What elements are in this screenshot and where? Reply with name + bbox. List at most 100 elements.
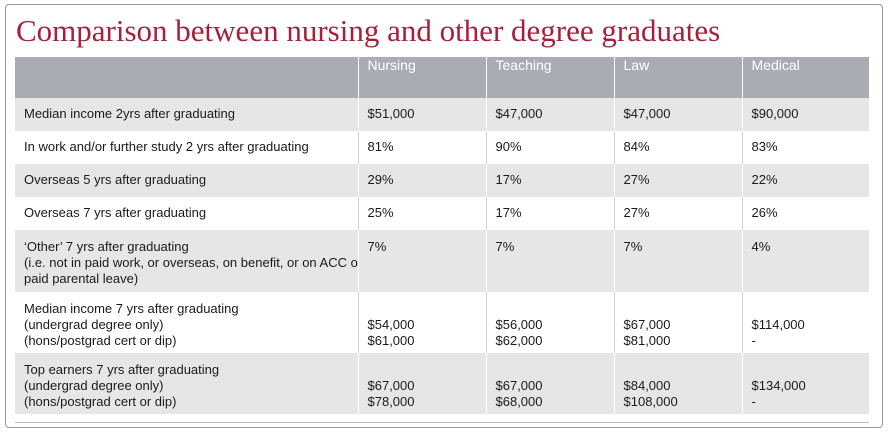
- cell-value: -: [751, 394, 756, 409]
- cell-teaching: 17%: [485, 197, 614, 230]
- cell-law: $47,000: [613, 98, 742, 131]
- table-header-row: Nursing Teaching Law Medical: [15, 57, 869, 98]
- cell-law: 84%: [613, 131, 742, 164]
- row-label: Median income 7 yrs after graduating (und…: [15, 292, 358, 353]
- row-label-line: Overseas 7 yrs after graduating: [24, 205, 207, 220]
- cell-law: $84,000 $108,000: [613, 353, 742, 414]
- row-label-line: (undergrad degree only): [24, 378, 164, 393]
- row-label-line: (hons/postgrad cert or dip): [24, 333, 177, 348]
- cell-value: $134,000: [751, 378, 806, 393]
- cell-value: 25%: [367, 205, 394, 220]
- cell-value: 81%: [367, 139, 394, 154]
- cell-medical: 83%: [741, 131, 869, 164]
- table-row: Overseas 7 yrs after graduating 25% 17% 27%…: [15, 197, 869, 230]
- cell-medical: $114,000-: [741, 292, 869, 353]
- row-label-line: Median income 7 yrs after graduating: [24, 301, 239, 316]
- cell-nursing: $67,000 $78,000: [357, 353, 486, 414]
- cell-teaching: $56,000 $62,000: [485, 292, 614, 353]
- cell-medical: $134,000-: [741, 353, 869, 414]
- row-label-line: ‘Other’ 7 yrs after graduating: [24, 239, 189, 254]
- column-header-nursing: Nursing: [357, 57, 486, 98]
- row-label-line: Top earners 7 yrs after graduating: [24, 362, 220, 377]
- comparison-table: Nursing Teaching Law Medical Median inco…: [15, 57, 869, 414]
- table-bottom-rule: [15, 422, 869, 423]
- row-label: Top earners 7 yrs after graduating (under…: [15, 353, 358, 414]
- cell-teaching: 90%: [485, 131, 614, 164]
- row-label-line: In work and/or further study 2 yrs after…: [24, 139, 309, 154]
- row-label: Overseas 7 yrs after graduating: [15, 197, 358, 230]
- cell-value: $47,000: [623, 106, 671, 121]
- cell-medical: 26%: [741, 197, 869, 230]
- cell-value: 27%: [623, 205, 650, 220]
- cell-value: $51,000: [367, 106, 415, 121]
- row-label: In work and/or further study 2 yrs after…: [15, 131, 358, 164]
- row-label-line: (hons/postgrad cert or dip): [24, 394, 177, 409]
- cell-value: 7%: [623, 239, 643, 254]
- cell-value: $78,000: [367, 394, 415, 409]
- row-label-line: Overseas 5 yrs after graduating: [24, 172, 207, 187]
- cell-value: 7%: [367, 239, 387, 254]
- row-label-line: (i.e. not in paid work, or overseas, on …: [24, 255, 358, 270]
- cell-value: 27%: [623, 172, 650, 187]
- cell-teaching: 17%: [485, 164, 614, 197]
- cell-value: $54,000: [367, 317, 415, 332]
- cell-value: $114,000: [751, 317, 805, 332]
- table-row: Top earners 7 yrs after graduating (under…: [15, 353, 869, 414]
- table-row: Median income 7 yrs after graduating (und…: [15, 292, 869, 353]
- cell-nursing: 81%: [357, 131, 486, 164]
- cell-value: 29%: [367, 172, 394, 187]
- cell-value: $62,000: [495, 333, 543, 348]
- cell-value: 4%: [751, 239, 771, 254]
- cell-value: 17%: [495, 172, 522, 187]
- cell-value: $108,000: [623, 394, 678, 409]
- column-header-law: Law: [613, 57, 742, 98]
- cell-value: 83%: [751, 139, 778, 154]
- cell-law: 27%: [613, 197, 742, 230]
- row-label-line: paid parental leave): [24, 271, 139, 286]
- cell-value: $81,000: [623, 333, 671, 348]
- row-label-line: Median income 2yrs after graduating: [24, 106, 236, 121]
- cell-value: 17%: [495, 205, 522, 220]
- table-row: ‘Other’ 7 yrs after graduating (i.e. not …: [15, 230, 869, 292]
- cell-value: 90%: [495, 139, 522, 154]
- cell-value: 7%: [495, 239, 515, 254]
- cell-nursing: 29%: [357, 164, 486, 197]
- table-row: In work and/or further study 2 yrs after…: [15, 131, 869, 164]
- cell-value: $67,000: [495, 378, 543, 393]
- cell-value: $67,000: [367, 378, 415, 393]
- cell-medical: $90,000: [741, 98, 869, 131]
- cell-value: $90,000: [751, 106, 799, 121]
- row-label: Overseas 5 yrs after graduating: [15, 164, 358, 197]
- column-header-label: [15, 57, 358, 98]
- column-header-medical: Medical: [741, 57, 869, 98]
- cell-value: -: [751, 333, 756, 348]
- row-label: Median income 2yrs after graduating: [15, 98, 358, 131]
- cell-value: $61,000: [367, 333, 415, 348]
- cell-value: 22%: [751, 172, 778, 187]
- cell-value: 26%: [751, 205, 778, 220]
- cell-value: $84,000: [623, 378, 671, 393]
- cell-teaching: 7%: [485, 230, 614, 292]
- cell-law: $67,000 $81,000: [613, 292, 742, 353]
- table-row: Median income 2yrs after graduating $51,0…: [15, 98, 869, 131]
- row-label-line: (undergrad degree only): [24, 317, 164, 332]
- cell-value: $67,000: [623, 317, 671, 332]
- cell-value: 84%: [623, 139, 650, 154]
- cell-teaching: $47,000: [485, 98, 614, 131]
- table-row: Overseas 5 yrs after graduating 29% 17% 27%…: [15, 164, 869, 197]
- cell-teaching: $67,000 $68,000: [485, 353, 614, 414]
- cell-nursing: $54,000 $61,000: [357, 292, 486, 353]
- cell-value: $47,000: [495, 106, 543, 121]
- cell-law: 27%: [613, 164, 742, 197]
- cell-value: $56,000: [495, 317, 543, 332]
- page-title: Comparison between nursing and other deg…: [16, 13, 721, 48]
- row-label: ‘Other’ 7 yrs after graduating (i.e. not …: [15, 230, 358, 292]
- cell-medical: 4%: [741, 230, 869, 292]
- cell-nursing: 7%: [357, 230, 486, 292]
- cell-law: 7%: [613, 230, 742, 292]
- cell-nursing: $51,000: [357, 98, 486, 131]
- cell-medical: 22%: [741, 164, 869, 197]
- cell-nursing: 25%: [357, 197, 486, 230]
- cell-value: $68,000: [495, 394, 543, 409]
- column-header-teaching: Teaching: [485, 57, 614, 98]
